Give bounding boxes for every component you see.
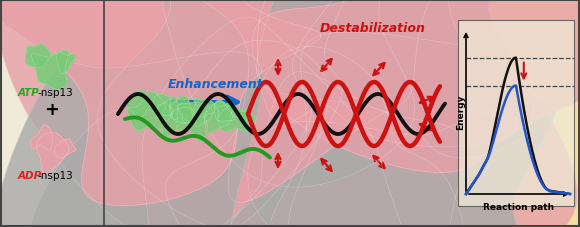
- Polygon shape: [165, 47, 470, 227]
- Polygon shape: [169, 97, 194, 123]
- Polygon shape: [155, 97, 189, 139]
- Text: -nsp13: -nsp13: [38, 88, 74, 98]
- Text: -nsp13: -nsp13: [38, 170, 74, 180]
- Polygon shape: [252, 0, 580, 173]
- Polygon shape: [194, 99, 215, 118]
- Polygon shape: [0, 52, 262, 227]
- Polygon shape: [158, 103, 173, 121]
- Text: Reaction path: Reaction path: [484, 202, 554, 211]
- Polygon shape: [56, 52, 75, 74]
- Text: Enhancement: Enhancement: [168, 78, 264, 91]
- Polygon shape: [172, 108, 193, 125]
- Text: Energy: Energy: [456, 94, 466, 130]
- Polygon shape: [125, 91, 151, 118]
- Polygon shape: [204, 102, 233, 133]
- Polygon shape: [158, 0, 415, 187]
- Polygon shape: [196, 105, 212, 127]
- Polygon shape: [234, 110, 255, 126]
- Polygon shape: [26, 44, 52, 68]
- Polygon shape: [143, 0, 450, 203]
- Text: ATP: ATP: [18, 88, 40, 98]
- Polygon shape: [127, 92, 166, 131]
- Polygon shape: [142, 18, 418, 227]
- Text: ADP: ADP: [18, 170, 42, 180]
- Polygon shape: [31, 125, 53, 150]
- Polygon shape: [0, 0, 367, 227]
- FancyBboxPatch shape: [1, 1, 104, 226]
- Polygon shape: [54, 139, 76, 158]
- Polygon shape: [27, 41, 328, 227]
- Text: Destabilization: Destabilization: [320, 22, 426, 35]
- Polygon shape: [258, 0, 517, 147]
- Polygon shape: [269, 33, 577, 227]
- Polygon shape: [206, 72, 465, 227]
- Polygon shape: [31, 51, 68, 90]
- Polygon shape: [248, 101, 554, 227]
- Polygon shape: [37, 133, 69, 173]
- Polygon shape: [0, 0, 321, 206]
- Polygon shape: [219, 105, 249, 132]
- Text: +: +: [45, 101, 60, 118]
- Polygon shape: [216, 104, 235, 121]
- Polygon shape: [97, 0, 357, 227]
- Polygon shape: [177, 103, 206, 141]
- Polygon shape: [256, 0, 533, 158]
- FancyBboxPatch shape: [458, 21, 574, 206]
- Polygon shape: [149, 95, 172, 118]
- Polygon shape: [214, 101, 236, 123]
